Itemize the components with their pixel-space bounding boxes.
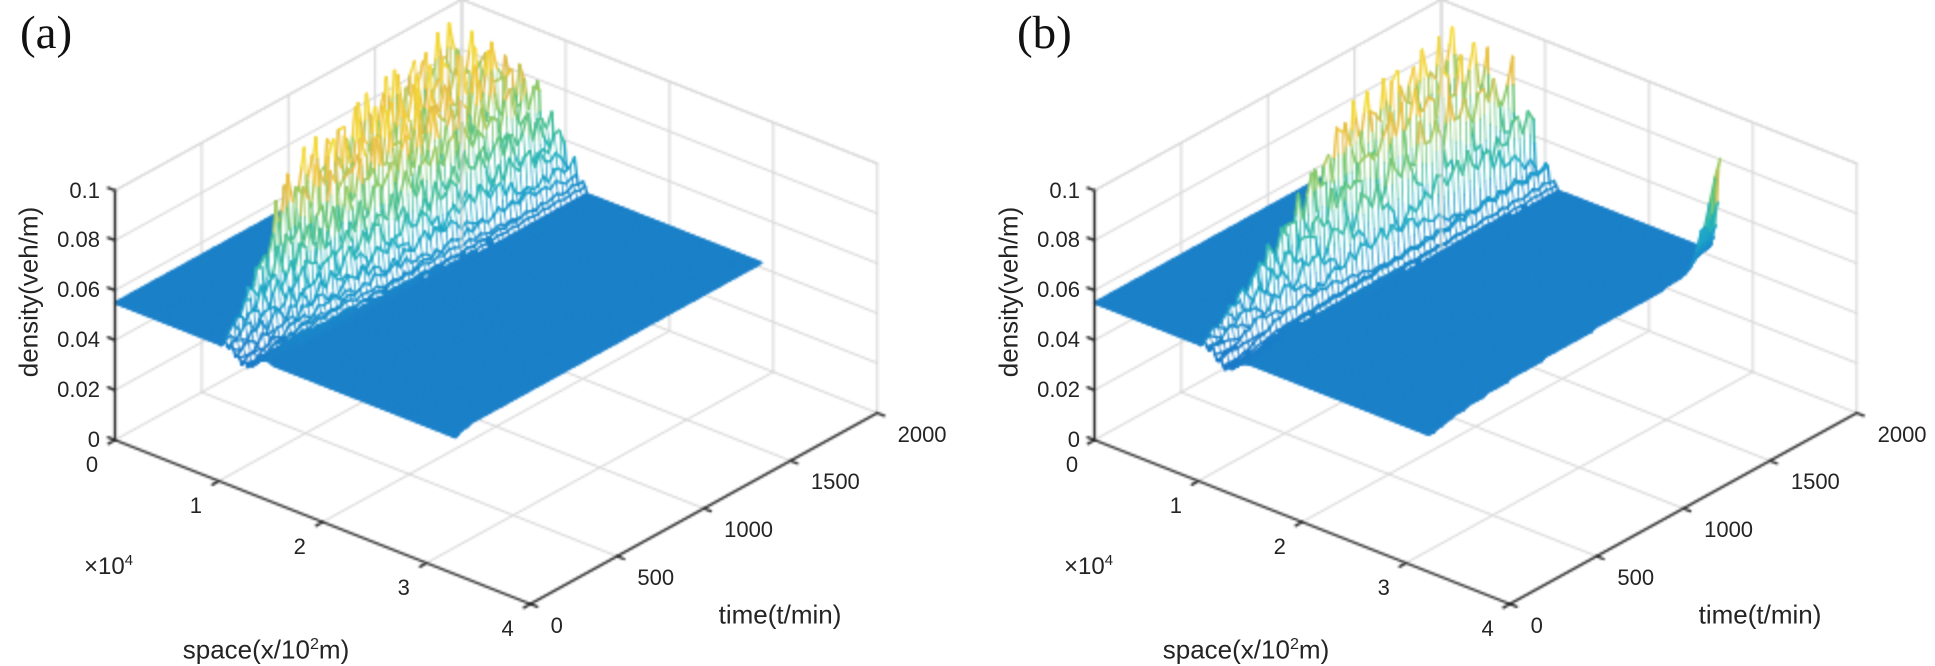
space-axis-exponent-a: ×104 bbox=[84, 553, 133, 581]
space-label-pre-b: space(x/10 bbox=[1162, 634, 1290, 665]
time-axis-label-a: time(t/min) bbox=[718, 599, 842, 630]
time-tick-label: 2000 bbox=[897, 421, 947, 447]
panel-a: (a) density(veh/m) space(x/102m) time(t/… bbox=[0, 0, 955, 666]
time-tick-label: 1500 bbox=[810, 469, 860, 495]
space-tick-label: 4 bbox=[1481, 616, 1494, 641]
space-tick-label: 1 bbox=[1169, 493, 1183, 518]
time-tick-label: 1000 bbox=[1704, 517, 1754, 542]
time-tick-label: 500 bbox=[637, 564, 675, 590]
panel-b: (b) density(veh/m) space(x/102m) time(t/… bbox=[980, 0, 1935, 666]
time-tick-label: 500 bbox=[1617, 564, 1655, 590]
density-tick-label: 0.1 bbox=[1049, 177, 1080, 203]
space-tick-label: 0 bbox=[85, 452, 99, 477]
density-tick-label: 0.06 bbox=[57, 277, 100, 303]
time-tick-label: 2000 bbox=[1877, 421, 1927, 447]
space-tick-label: 3 bbox=[397, 575, 410, 600]
density-tick-label: 0.06 bbox=[1037, 277, 1080, 303]
exponent-sup-a: 4 bbox=[124, 553, 133, 569]
density-tick-label: 0.08 bbox=[57, 227, 100, 253]
space-axis-label-a: space(x/102m) bbox=[183, 635, 349, 666]
exponent-base-a: ×10 bbox=[84, 553, 125, 580]
density-tick-label: 0 bbox=[87, 427, 100, 452]
space-tick-label: 2 bbox=[293, 534, 306, 559]
density-tick-label: 0.04 bbox=[1037, 327, 1080, 353]
space-label-post-a: m) bbox=[318, 634, 350, 665]
density-tick-label: 0.02 bbox=[1037, 377, 1080, 403]
time-tick-label: 0 bbox=[1530, 612, 1543, 638]
panel-a-letter: (a) bbox=[20, 7, 73, 59]
time-axis-label-b: time(t/min) bbox=[1698, 599, 1822, 630]
space-axis-exponent-b: ×104 bbox=[1064, 553, 1113, 581]
time-tick-label: 1500 bbox=[1790, 469, 1840, 495]
space-label-sup-a: 2 bbox=[309, 634, 319, 653]
space-tick-label: 4 bbox=[501, 616, 514, 641]
density-tick-label: 0.1 bbox=[69, 177, 100, 203]
space-label-sup-b: 2 bbox=[1289, 634, 1299, 653]
space-tick-label: 1 bbox=[189, 493, 203, 518]
time-tick-label: 0 bbox=[550, 612, 563, 638]
space-tick-label: 3 bbox=[1377, 575, 1390, 600]
density-tick-label: 0.02 bbox=[57, 377, 100, 403]
density-tick-label: 0.08 bbox=[1037, 227, 1080, 253]
exponent-base-b: ×10 bbox=[1064, 553, 1105, 580]
time-tick-label: 1000 bbox=[724, 517, 774, 542]
density-tick-label: 0.04 bbox=[57, 327, 100, 353]
density-axis-label-b: density(veh/m) bbox=[993, 206, 1024, 378]
space-tick-label: 0 bbox=[1065, 452, 1079, 477]
density-axis-label-a: density(veh/m) bbox=[13, 206, 44, 378]
space-tick-label: 2 bbox=[1273, 534, 1286, 559]
space-axis-label-b: space(x/102m) bbox=[1163, 635, 1329, 666]
exponent-sup-b: 4 bbox=[1104, 553, 1113, 569]
space-label-pre-a: space(x/10 bbox=[182, 634, 310, 665]
space-label-post-b: m) bbox=[1298, 634, 1330, 665]
panel-b-letter: (b) bbox=[1017, 7, 1072, 59]
density-tick-label: 0 bbox=[1067, 427, 1080, 452]
